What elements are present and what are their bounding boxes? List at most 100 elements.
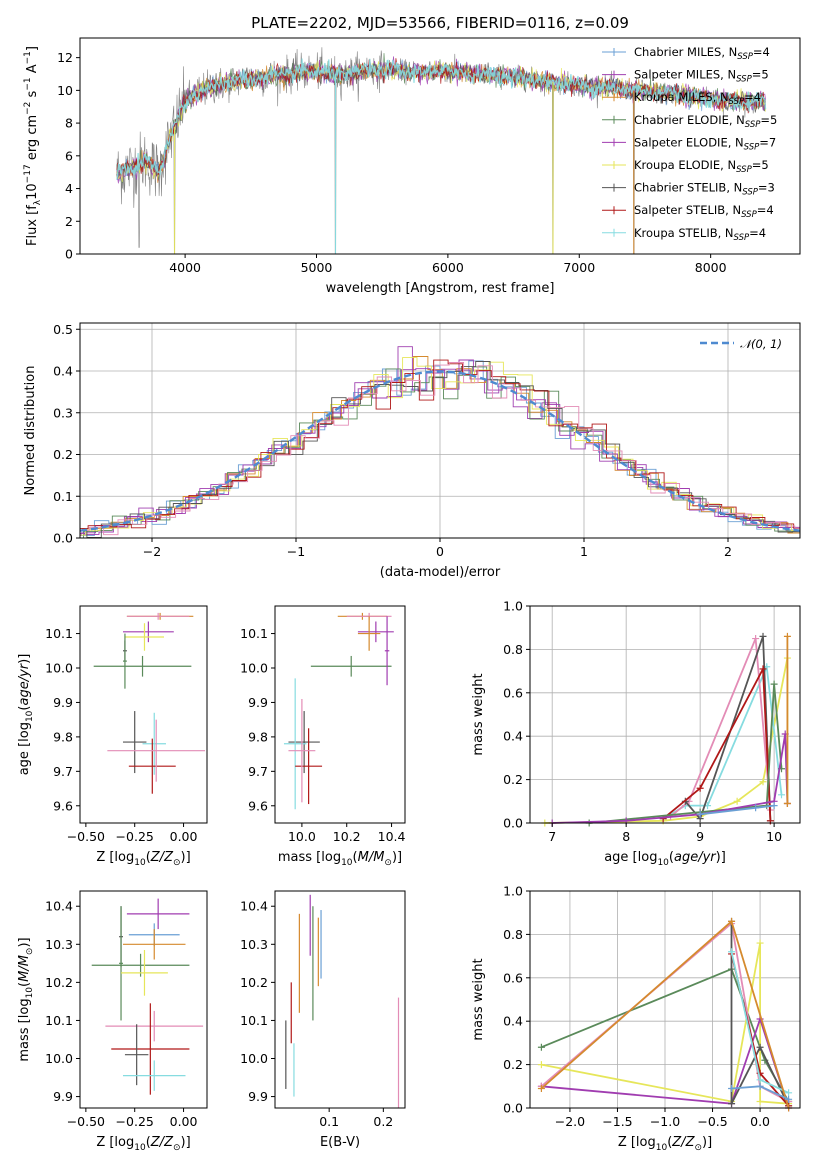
y-tick-label: 0 <box>65 247 73 262</box>
x-axis-label: age [log10(age/yr)] <box>604 850 726 868</box>
errorbar-point <box>357 616 381 651</box>
errorbar-point <box>119 906 123 1021</box>
errorbar-point <box>122 711 147 774</box>
y-tick-label: 9.9 <box>53 695 73 710</box>
plot-frame <box>79 890 208 1109</box>
x-tick-label: −0.50 <box>67 829 105 844</box>
x-tick-label: 10.4 <box>378 829 406 844</box>
y-tick-label: 0.6 <box>503 685 523 700</box>
series-point <box>759 665 767 673</box>
errorbar-point <box>288 711 320 774</box>
histogram-KM <box>80 356 800 534</box>
y-tick-label: 0.0 <box>503 1101 523 1116</box>
y-tick-label: 0.2 <box>503 772 523 787</box>
x-tick-label: 4000 <box>169 260 201 275</box>
legend: Chabrier MILES, NSSP=4 Salpeter MILES, NS… <box>602 45 777 243</box>
y-tick-label: 1.0 <box>503 884 523 899</box>
series-point <box>728 1084 736 1092</box>
series-line-KE <box>544 657 789 824</box>
model-spectrum-KS <box>116 58 767 181</box>
mass-vs-ebv-panel: 0.1 0.2 9.9 10.0 10.1 10.2 10.3 10.4 E(B-V) <box>240 890 406 1150</box>
y-tick-label: 2 <box>65 214 73 229</box>
y-tick-label: 10.4 <box>240 899 268 914</box>
y-tick-label: 10.1 <box>45 626 73 641</box>
y-tick-label: 9.9 <box>248 1089 268 1104</box>
y-tick-label: 9.6 <box>53 798 73 813</box>
x-axis-label: (data-model)/error <box>380 565 501 580</box>
x-tick-label: 0.2 <box>373 1114 393 1129</box>
x-tick-label: 10.0 <box>288 829 316 844</box>
errorbars <box>285 894 400 1108</box>
x-axis-label: wavelength [Angstrom, rest frame] <box>326 281 555 296</box>
histogram-KE <box>80 357 800 536</box>
errorbar-point <box>128 738 176 794</box>
y-tick-label: 12 <box>57 50 73 65</box>
series-point <box>756 939 764 947</box>
histogram-CE <box>80 366 800 538</box>
legend-entry: Kroupa STELIB, NSSP=4 <box>634 226 766 243</box>
x-tick-label: −0.5 <box>697 1114 727 1129</box>
histogram-pink <box>80 362 800 536</box>
errorbar-point <box>122 621 174 643</box>
y-tick-label: 9.8 <box>53 729 73 744</box>
x-tick-label: 7000 <box>563 260 595 275</box>
y-tick-label: 10 <box>57 83 73 98</box>
series-point <box>728 948 736 956</box>
y-axis-label: mass weight <box>471 958 486 1040</box>
y-tick-label: 10.0 <box>45 661 73 676</box>
x-tick-label: 0.00 <box>170 829 198 844</box>
x-tick-label: 1 <box>580 544 588 559</box>
x-axis-label: Z [log10(Z/Z⊙)] <box>96 1135 190 1153</box>
y-tick-label: 9.6 <box>248 798 268 813</box>
series-point <box>537 1061 545 1069</box>
y-tick-label: 6 <box>65 148 73 163</box>
mass-vs-metallicity-panel: −0.50 −0.25 0.00 9.9 10.0 10.1 10.2 10.3 10.4 Z [… <box>17 890 208 1153</box>
x-tick-label: −1 <box>287 544 305 559</box>
y-tick-label: 9.7 <box>53 764 73 779</box>
x-tick-label: 0.00 <box>170 1114 198 1129</box>
gaussian-curve <box>80 370 800 532</box>
errorbars <box>91 898 204 1095</box>
legend-entry: Chabrier ELODIE, NSSP=5 <box>634 113 777 130</box>
y-tick-label: 10.0 <box>240 1051 268 1066</box>
series-point <box>783 799 791 807</box>
spectrum-panel: 4000 5000 6000 7000 8000 0 2 4 6 8 10 12 wavelength … <box>23 37 801 296</box>
series-lines <box>541 632 791 827</box>
plot-frame <box>79 37 801 255</box>
errorbar-point <box>126 898 190 930</box>
y-tick-label: 10.0 <box>45 1051 73 1066</box>
series-point <box>696 810 704 818</box>
y-axis-label: Normed distribution <box>23 366 38 496</box>
x-tick-label: 9 <box>696 829 704 844</box>
y-tick-label: 10.3 <box>240 937 268 952</box>
series-point <box>733 797 741 805</box>
x-tick-label: 8 <box>622 829 630 844</box>
histogram-CS <box>80 361 800 538</box>
y-tick-label: 10.2 <box>240 975 268 990</box>
x-tick-label: 0.0 <box>750 1114 770 1129</box>
x-tick-label: 5000 <box>301 260 333 275</box>
series-point <box>728 1100 736 1108</box>
series-point <box>752 635 760 643</box>
x-axis-label: E(B-V) <box>320 1135 360 1150</box>
legend-entry: Salpeter ELODIE, NSSP=7 <box>634 135 776 152</box>
y-tick-label: 0.4 <box>503 729 523 744</box>
errorbar-point <box>124 623 165 651</box>
x-tick-label: −0.50 <box>67 1114 105 1129</box>
legend: 𝒩(0, 1) <box>700 337 782 351</box>
y-tick-label: 0.6 <box>503 970 523 985</box>
figure-title: PLATE=2202, MJD=53566, FIBERID=0116, z=0… <box>251 14 629 32</box>
errorbar-point <box>121 950 168 996</box>
series-point <box>778 791 786 799</box>
y-tick-label: 0.3 <box>53 405 73 420</box>
errorbars <box>283 612 394 810</box>
errorbar-point <box>142 712 166 775</box>
y-axis-label: mass [log10(M/M⊙)] <box>17 937 35 1061</box>
y-tick-label: 0.2 <box>503 1057 523 1072</box>
age-vs-mass-panel: 10.0 10.2 10.4 9.6 9.7 9.8 9.9 10.0 10.1 mass [lo… <box>240 605 406 868</box>
age-vs-metallicity-panel: −0.50 −0.25 0.00 9.6 9.7 9.8 9.9 10.0 10.1 Z [log… <box>17 605 208 868</box>
legend-entry: Salpeter MILES, NSSP=5 <box>634 68 769 85</box>
legend-entry: Kroupa MILES, NSSP=4 <box>634 90 761 107</box>
legend-entry: 𝒩(0, 1) <box>740 337 782 351</box>
y-tick-label: 0.0 <box>53 531 73 546</box>
